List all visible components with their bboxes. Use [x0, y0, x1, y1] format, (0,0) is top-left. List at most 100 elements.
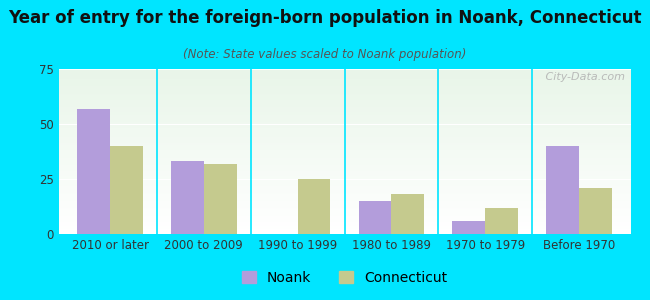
Bar	[58, 128, 630, 130]
Bar	[58, 77, 630, 79]
Bar	[58, 117, 630, 118]
Bar	[58, 148, 630, 150]
Legend: Noank, Connecticut: Noank, Connecticut	[242, 271, 447, 285]
Bar	[58, 176, 630, 178]
Bar	[58, 95, 630, 97]
Bar	[58, 183, 630, 184]
Bar	[58, 120, 630, 122]
Bar	[58, 194, 630, 196]
Bar	[58, 190, 630, 191]
Bar	[58, 168, 630, 170]
Bar	[58, 163, 630, 165]
Bar	[58, 161, 630, 163]
Bar	[58, 198, 630, 199]
Bar	[58, 214, 630, 216]
Bar	[58, 171, 630, 173]
Bar	[58, 229, 630, 231]
Bar	[58, 218, 630, 219]
Text: City-Data.com: City-Data.com	[542, 72, 625, 82]
Bar	[58, 191, 630, 193]
Bar	[171, 161, 204, 234]
Bar	[58, 92, 630, 94]
Bar	[58, 135, 630, 136]
Bar	[58, 173, 630, 175]
Bar	[298, 179, 330, 234]
Bar	[58, 232, 630, 234]
Bar	[58, 206, 630, 208]
Bar	[58, 196, 630, 198]
Bar	[58, 132, 630, 133]
Bar	[58, 181, 630, 183]
Bar	[546, 146, 579, 234]
Bar	[58, 89, 630, 90]
Bar	[58, 82, 630, 84]
Bar	[58, 125, 630, 127]
Bar	[58, 216, 630, 218]
Bar	[58, 204, 630, 206]
Bar	[58, 102, 630, 104]
Bar	[579, 188, 612, 234]
Bar	[58, 107, 630, 109]
Bar	[58, 90, 630, 92]
Bar	[58, 103, 630, 105]
Bar	[77, 109, 110, 234]
Bar	[58, 184, 630, 186]
Bar	[58, 87, 630, 89]
Bar	[58, 138, 630, 140]
Bar	[58, 80, 630, 82]
Bar	[58, 84, 630, 85]
Bar	[58, 124, 630, 125]
Text: Year of entry for the foreign-born population in Noank, Connecticut: Year of entry for the foreign-born popul…	[8, 9, 642, 27]
Bar	[58, 209, 630, 211]
Bar	[58, 112, 630, 113]
Bar	[58, 72, 630, 74]
Bar	[58, 188, 630, 190]
Bar	[58, 219, 630, 221]
Bar	[58, 133, 630, 135]
Bar	[58, 222, 630, 224]
Bar	[58, 211, 630, 212]
Bar	[58, 115, 630, 117]
Bar	[204, 164, 237, 234]
Bar	[58, 175, 630, 176]
Bar	[58, 105, 630, 107]
Bar	[58, 142, 630, 143]
Bar	[58, 140, 630, 142]
Bar	[110, 146, 143, 234]
Bar	[58, 69, 630, 70]
Bar	[485, 208, 518, 234]
Bar	[58, 150, 630, 152]
Bar	[58, 179, 630, 181]
Bar	[58, 94, 630, 95]
Bar	[58, 110, 630, 112]
Bar	[58, 166, 630, 168]
Bar	[58, 79, 630, 80]
Bar	[58, 156, 630, 158]
Bar	[58, 165, 630, 166]
Bar	[58, 109, 630, 110]
Bar	[58, 212, 630, 214]
Bar	[58, 193, 630, 194]
Bar	[58, 99, 630, 100]
Bar	[58, 199, 630, 201]
Bar	[391, 194, 424, 234]
Bar	[58, 170, 630, 171]
Bar	[58, 153, 630, 155]
Bar	[58, 227, 630, 229]
Bar	[58, 201, 630, 203]
Text: (Note: State values scaled to Noank population): (Note: State values scaled to Noank popu…	[183, 48, 467, 61]
Bar	[58, 203, 630, 204]
Bar	[58, 85, 630, 87]
Bar	[58, 70, 630, 72]
Bar	[58, 127, 630, 128]
Bar	[58, 146, 630, 148]
Bar	[58, 122, 630, 124]
Bar	[58, 224, 630, 226]
Bar	[452, 221, 485, 234]
Bar	[58, 74, 630, 76]
Bar	[58, 137, 630, 138]
Bar	[58, 155, 630, 156]
Bar	[58, 160, 630, 161]
Bar	[58, 158, 630, 160]
Bar	[58, 76, 630, 77]
